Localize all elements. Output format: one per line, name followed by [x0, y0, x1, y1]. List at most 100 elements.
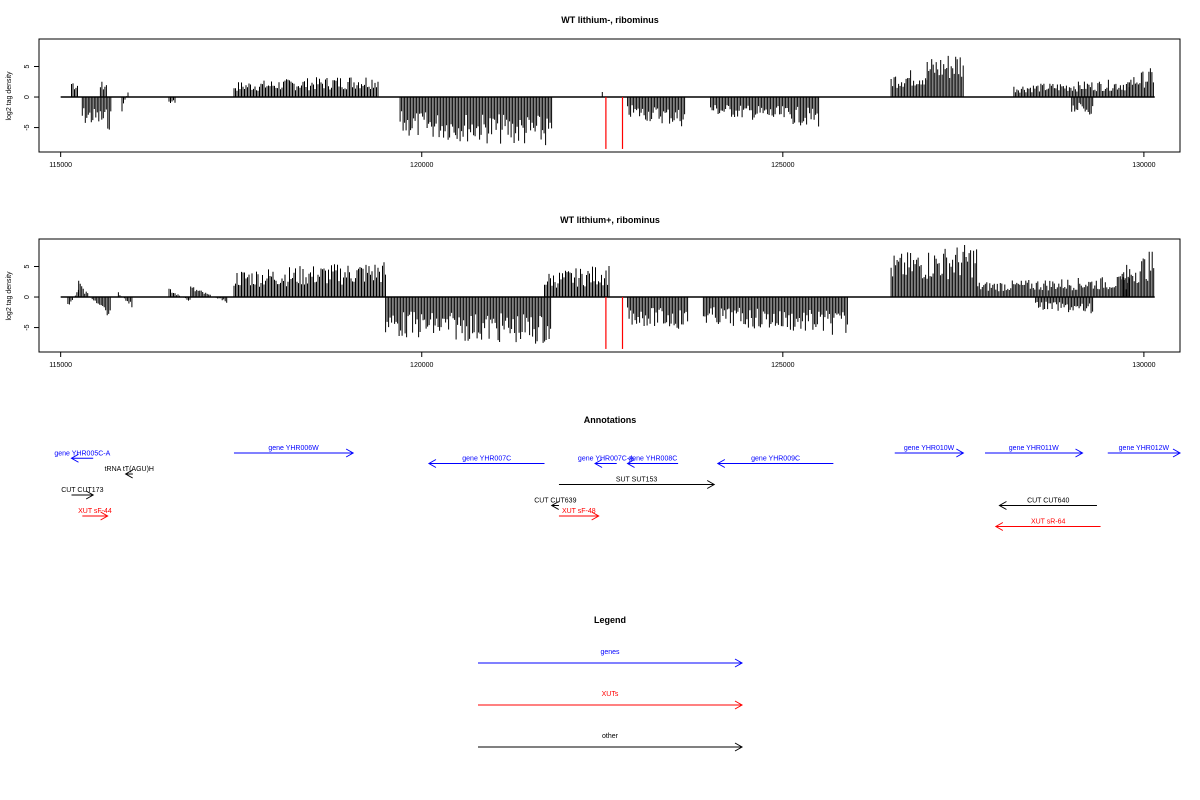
axes: 115000 120000 125000 130000 -5 0 5	[24, 64, 1156, 169]
feature-label: SUT SUT153	[616, 477, 658, 484]
feature-label: gene YHR011W	[1009, 445, 1059, 452]
annotation-feature: gene YHR006W	[233, 445, 355, 458]
feature-label: gene YHR012W	[1119, 445, 1170, 452]
density-segment	[399, 97, 553, 146]
x-tick-label: 120000	[410, 362, 433, 369]
density-segment	[168, 288, 191, 301]
legend-entry: other	[478, 733, 744, 752]
density-segment	[890, 70, 928, 97]
arrowhead	[734, 700, 744, 710]
density-segment	[71, 83, 78, 97]
x-tick-label: 125000	[771, 162, 794, 169]
feature-label: gene YHR010W	[904, 445, 955, 452]
arrowhead	[550, 501, 559, 510]
density-segment	[78, 280, 111, 316]
arrowhead	[1172, 448, 1182, 458]
feature-label: CUT CUT640	[1027, 498, 1069, 505]
legend-panel: Legend genes XUTs other	[478, 615, 744, 752]
density-segment	[233, 262, 386, 297]
feature-label: CUT CUT173	[61, 487, 103, 494]
feature-label: CUT CUT639	[534, 498, 576, 505]
legend-label: genes	[600, 649, 620, 656]
arrowhead	[734, 658, 744, 668]
feature-label: gene YHR009C	[751, 456, 800, 463]
arrowhead	[124, 469, 133, 479]
annotation-feature: CUT CUT639	[534, 498, 577, 510]
density-segment	[1128, 68, 1154, 97]
density-segment	[890, 245, 978, 297]
arrowhead	[85, 490, 95, 500]
x-tick-label: 130000	[1132, 162, 1155, 169]
x-tick-label: 115000	[49, 362, 72, 369]
arrowhead	[427, 459, 437, 468]
track-bars	[60, 245, 1155, 349]
annotation-feature: gene YHR012W	[1107, 445, 1182, 458]
density-segment	[977, 276, 1130, 297]
track-bars	[60, 55, 1155, 149]
density-segment	[702, 297, 848, 335]
annotation-feature: gene YHR005C-A	[54, 450, 111, 463]
feature-label: XUT sF-48	[562, 508, 596, 515]
density-segment	[121, 92, 129, 112]
annotation-feature: CUT CUT640	[998, 498, 1097, 510]
legend-label: XUTs	[602, 691, 619, 698]
annotation-feature: gene YHR007C	[427, 456, 545, 468]
plot-frame	[38, 38, 1181, 153]
density-segment	[233, 77, 379, 97]
feature-label: tRNA tT(AGU)H	[105, 466, 154, 473]
arrowhead	[345, 448, 355, 458]
feature-label: XUT sF-44	[78, 508, 112, 515]
density-segment	[117, 292, 133, 308]
annotation-feature: gene YHR011W	[985, 445, 1084, 458]
arrowhead	[594, 459, 603, 468]
density-segment	[627, 297, 689, 329]
density-segment	[1121, 251, 1155, 297]
track-title-lithium-minus: WT lithium-, ribominus	[561, 15, 659, 25]
annotation-feature: XUT sF-44	[78, 508, 112, 521]
annotations-panel: Annotations gene YHR005C-A gene YHR006W ge…	[54, 415, 1182, 531]
plot-frame	[38, 238, 1181, 353]
annotation-feature: XUT sF-48	[558, 508, 600, 521]
axes: 115000 120000 125000 130000 -5 0 5	[24, 264, 1156, 369]
arrowhead	[994, 522, 1004, 531]
annotations-title: Annotations	[584, 415, 637, 425]
annotation-feature: XUT sR-64	[994, 519, 1101, 531]
arrowhead	[716, 459, 726, 468]
density-segment	[544, 266, 610, 297]
arrowhead	[591, 511, 600, 521]
y-axis-label: log2 tag density	[6, 271, 13, 321]
track-panel-lithium-minus: WT lithium-, ribominus log2 tag density …	[6, 15, 1181, 169]
arrowhead	[70, 453, 79, 463]
y-tick-label: 0	[24, 295, 31, 299]
legend-entry: XUTs	[478, 691, 744, 710]
x-tick-label: 130000	[1132, 362, 1155, 369]
x-tick-label: 125000	[771, 362, 794, 369]
feature-label: XUT sR-64	[1031, 519, 1066, 526]
arrowhead	[734, 742, 744, 752]
x-tick-label: 115000	[49, 162, 72, 169]
density-segment	[627, 97, 686, 127]
feature-label: gene YHR007C	[462, 456, 511, 463]
arrowhead	[626, 459, 635, 468]
y-tick-label: -5	[24, 124, 31, 130]
x-tick-label: 120000	[410, 162, 433, 169]
track-title-lithium-plus: WT lithium+, ribominus	[560, 215, 660, 225]
arrowhead	[100, 511, 109, 521]
density-segment	[1071, 97, 1094, 115]
annotation-feature: gene YHR007C-A	[578, 456, 634, 468]
feature-label: gene YHR006W	[268, 445, 319, 452]
arrowhead	[998, 501, 1007, 510]
arrowhead	[706, 480, 716, 489]
y-tick-label: 5	[24, 264, 31, 268]
density-segment	[168, 97, 176, 103]
y-axis-label: log2 tag density	[6, 71, 13, 121]
annotation-feature: gene YHR008C	[626, 456, 679, 468]
arrowhead	[956, 448, 965, 458]
legend-title: Legend	[594, 615, 626, 625]
track-panel-lithium-plus: WT lithium+, ribominus log2 tag density …	[6, 215, 1181, 369]
y-tick-label: 5	[24, 64, 31, 68]
density-segment	[710, 97, 820, 127]
density-segment	[99, 81, 107, 97]
density-segment	[1035, 297, 1094, 314]
